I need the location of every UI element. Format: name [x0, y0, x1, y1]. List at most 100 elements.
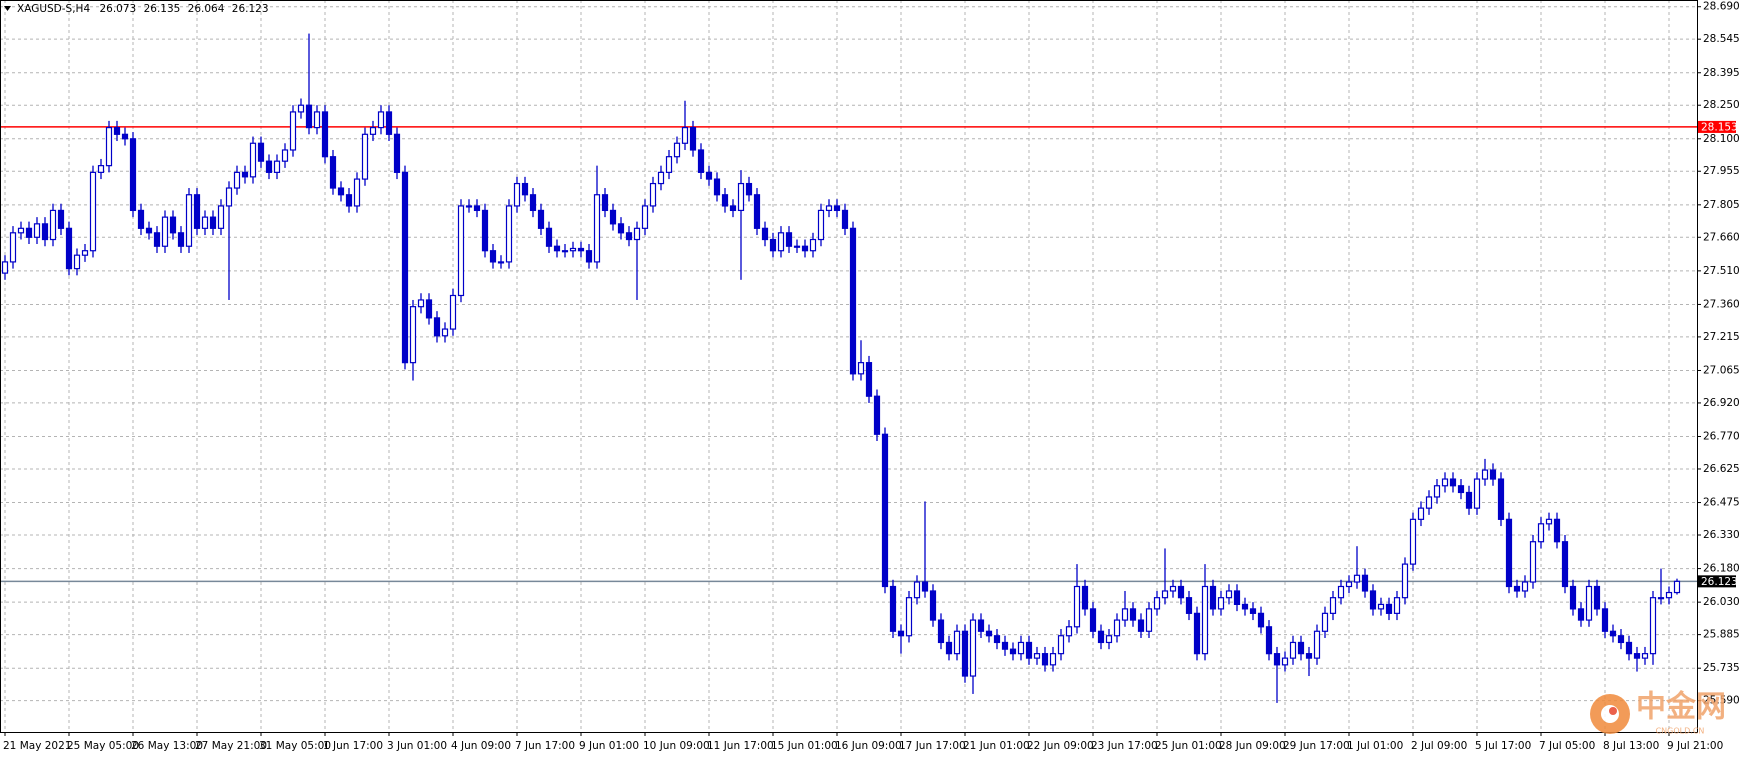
candle-body: [1209, 585, 1217, 610]
candle-body: [945, 641, 953, 655]
candle-body: [497, 261, 505, 264]
candle-body: [265, 160, 273, 173]
candle-body: [1657, 597, 1665, 600]
candle-body: [41, 223, 49, 241]
candle-body: [881, 433, 889, 588]
candle-body: [193, 194, 201, 229]
candle-body: [401, 171, 409, 364]
candle-body: [593, 194, 601, 263]
candle-body: [657, 171, 665, 185]
candle-body: [1001, 641, 1009, 650]
symbol: XAGUSD-S,H4: [17, 3, 90, 15]
candle-body: [1321, 612, 1329, 632]
candle-body: [1305, 653, 1313, 659]
candle-body: [25, 227, 33, 238]
candle-body: [1065, 626, 1073, 637]
x-tick-label: 25 May 05:00: [67, 740, 139, 752]
candle-body: [1009, 648, 1017, 655]
candle-body: [1073, 585, 1081, 628]
candle-body: [665, 156, 673, 173]
candle-body: [873, 395, 881, 435]
candle-body: [17, 227, 25, 234]
candle-body: [897, 630, 905, 637]
candle-body: [577, 247, 585, 252]
candle-body: [977, 619, 985, 632]
candle-body: [433, 317, 441, 337]
candle-body: [649, 182, 657, 207]
y-tick-label: 27.805: [1703, 199, 1739, 211]
y-tick-label: 25.885: [1703, 629, 1739, 641]
candle-body: [1, 261, 9, 274]
candle-body: [609, 209, 617, 225]
candle-body: [537, 209, 545, 229]
candle-body: [161, 216, 169, 247]
x-tick-label: 21 Jun 01:00: [963, 740, 1030, 752]
candle-body: [145, 227, 153, 234]
candle-body: [137, 209, 145, 229]
candle-body: [1457, 485, 1465, 494]
candle-body: [569, 247, 577, 252]
candle-body: [673, 142, 681, 158]
candle-body: [1289, 641, 1297, 659]
candle-body: [1369, 590, 1377, 610]
y-tick-label: 26.920: [1703, 397, 1739, 409]
candle-body: [169, 216, 177, 234]
candle-body: [1529, 541, 1537, 583]
candle-body: [521, 182, 529, 196]
candle-body: [937, 619, 945, 644]
y-tick-label: 27.215: [1703, 331, 1739, 343]
candle-body: [89, 171, 97, 252]
candle-body: [1449, 478, 1457, 487]
candle-body: [121, 133, 129, 140]
x-tick-label: 1 Jul 01:00: [1347, 740, 1403, 752]
candle-body: [1481, 469, 1489, 480]
x-tick-label: 15 Jun 01:00: [771, 740, 838, 752]
candle-body: [1193, 612, 1201, 655]
candle-body: [1113, 619, 1121, 637]
candle-body: [113, 126, 121, 135]
candle-body: [1625, 641, 1633, 655]
x-tick-label: 23 Jun 17:00: [1091, 740, 1158, 752]
candle-body: [1569, 585, 1577, 610]
candle-body: [1337, 585, 1345, 599]
candle-body: [1281, 657, 1289, 666]
watermark-sub: CNGOLD.CN: [1656, 727, 1705, 736]
candle-body: [1513, 585, 1521, 592]
x-tick-label: 26 May 13:00: [131, 740, 203, 752]
candle-body: [97, 165, 105, 173]
x-tick-label: 17 Jun 17:00: [899, 740, 966, 752]
candle-body: [1049, 653, 1057, 666]
candle-body: [289, 111, 297, 151]
x-tick-label: 25 Jun 01:00: [1155, 740, 1222, 752]
menu-arrow[interactable]: [4, 6, 11, 11]
candle-body: [209, 216, 217, 229]
candle-body: [73, 254, 81, 270]
candle-body: [777, 232, 785, 252]
candle-body: [745, 182, 753, 196]
y-tick-label: 26.030: [1703, 596, 1739, 608]
candle-body: [553, 245, 561, 252]
candle-body: [1017, 641, 1025, 655]
candle-body: [1577, 608, 1585, 621]
candle-body: [889, 585, 897, 632]
candle-body: [153, 232, 161, 247]
candle-body: [689, 126, 697, 151]
candle-body: [105, 126, 113, 167]
candle-body: [329, 156, 337, 189]
candle-body: [1489, 469, 1497, 480]
candle-body: [361, 133, 369, 180]
chart-header: XAGUSD-S,H4 26.073 26.135 26.064 26.123: [17, 3, 269, 15]
candle-body: [473, 205, 481, 212]
candle-body: [1417, 507, 1425, 520]
x-tick-label: 21 May 2021: [3, 740, 71, 752]
candle-body: [369, 126, 377, 135]
candle-body: [1545, 518, 1553, 525]
candle-body: [1505, 518, 1513, 588]
candle-body: [241, 171, 249, 178]
candle-body: [809, 238, 817, 252]
candle-body: [1593, 585, 1601, 610]
y-tick-label: 27.660: [1703, 231, 1739, 243]
candle-body: [1081, 585, 1089, 610]
y-tick-label: 28.545: [1703, 33, 1739, 45]
candle-body: [1161, 590, 1169, 599]
